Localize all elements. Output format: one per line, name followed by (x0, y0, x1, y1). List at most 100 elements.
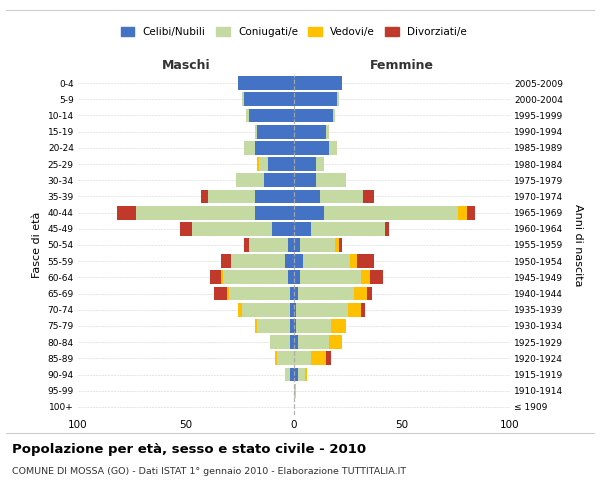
Bar (324, 206, 458, 220)
Bar (272, 222, 294, 235)
Text: Popolazione per età, sesso e stato civile - 2010: Popolazione per età, sesso e stato civil… (12, 442, 366, 456)
Bar (287, 238, 294, 252)
Y-axis label: Fasce di età: Fasce di età (32, 212, 42, 278)
Bar (268, 157, 294, 171)
Bar (193, 222, 272, 235)
Bar (259, 157, 268, 171)
Bar (294, 222, 311, 235)
Bar (311, 222, 385, 235)
Bar (320, 190, 363, 203)
Bar (117, 206, 136, 220)
Bar (350, 254, 356, 268)
Bar (301, 270, 361, 284)
Bar (311, 352, 326, 365)
Bar (298, 286, 355, 300)
Bar (348, 303, 361, 316)
Bar (294, 174, 316, 187)
Bar (290, 303, 294, 316)
Bar (326, 125, 329, 138)
Bar (294, 157, 316, 171)
Text: COMUNE DI MOSSA (GO) - Dati ISTAT 1° gennaio 2010 - Elaborazione TUTTITALIA.IT: COMUNE DI MOSSA (GO) - Dati ISTAT 1° gen… (12, 468, 406, 476)
Bar (210, 270, 221, 284)
Bar (458, 206, 467, 220)
Bar (208, 190, 255, 203)
Bar (244, 238, 248, 252)
Bar (316, 174, 346, 187)
Bar (298, 368, 305, 382)
Bar (333, 108, 335, 122)
Bar (248, 108, 294, 122)
Bar (275, 352, 277, 365)
Bar (255, 206, 294, 220)
Bar (302, 254, 350, 268)
Bar (221, 254, 232, 268)
Bar (367, 286, 372, 300)
Bar (290, 319, 294, 333)
Bar (355, 286, 367, 300)
Bar (294, 319, 296, 333)
Bar (329, 141, 337, 154)
Bar (294, 303, 296, 316)
Bar (337, 92, 340, 106)
Legend: Celibi/Nubili, Coniugati/e, Vedovi/e, Divorziati/e: Celibi/Nubili, Coniugati/e, Vedovi/e, Di… (117, 22, 471, 41)
Bar (298, 336, 329, 349)
Bar (305, 368, 307, 382)
Bar (385, 222, 389, 235)
Bar (294, 336, 298, 349)
Bar (236, 174, 264, 187)
Bar (255, 319, 257, 333)
Bar (294, 76, 341, 90)
Bar (257, 157, 259, 171)
Bar (316, 157, 324, 171)
Bar (331, 319, 346, 333)
Bar (255, 190, 294, 203)
Bar (326, 352, 331, 365)
Bar (296, 319, 331, 333)
Bar (244, 141, 255, 154)
Bar (227, 286, 229, 300)
Bar (255, 125, 257, 138)
Bar (257, 319, 290, 333)
Bar (294, 352, 311, 365)
Bar (238, 303, 242, 316)
Bar (201, 190, 208, 203)
Bar (294, 238, 301, 252)
Bar (286, 368, 290, 382)
Bar (248, 238, 287, 252)
Bar (294, 108, 333, 122)
Bar (294, 125, 326, 138)
Bar (287, 270, 294, 284)
Bar (264, 174, 294, 187)
Bar (361, 303, 365, 316)
Bar (361, 270, 370, 284)
Bar (229, 286, 290, 300)
Bar (247, 108, 248, 122)
Bar (294, 92, 337, 106)
Bar (335, 238, 340, 252)
Bar (238, 76, 294, 90)
Bar (221, 270, 223, 284)
Bar (294, 286, 298, 300)
Bar (294, 368, 298, 382)
Bar (467, 206, 475, 220)
Bar (340, 238, 341, 252)
Bar (277, 352, 294, 365)
Bar (232, 254, 286, 268)
Bar (363, 190, 374, 203)
Bar (255, 141, 294, 154)
Bar (294, 206, 324, 220)
Bar (294, 254, 302, 268)
Bar (294, 190, 320, 203)
Bar (242, 303, 290, 316)
Bar (290, 336, 294, 349)
Bar (286, 254, 294, 268)
Bar (296, 303, 348, 316)
Bar (356, 254, 374, 268)
Bar (294, 270, 301, 284)
Bar (294, 384, 296, 398)
Bar (301, 238, 335, 252)
Bar (179, 222, 193, 235)
Bar (270, 336, 290, 349)
Bar (290, 368, 294, 382)
Y-axis label: Anni di nascita: Anni di nascita (573, 204, 583, 286)
